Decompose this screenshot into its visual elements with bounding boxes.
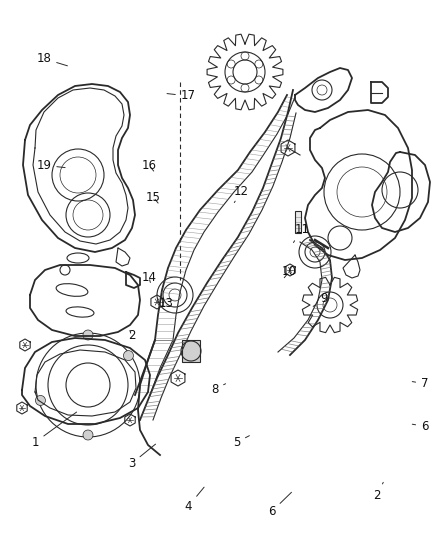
Text: 7: 7 [412, 377, 429, 390]
Text: 4: 4 [184, 487, 204, 513]
Text: 13: 13 [159, 297, 174, 310]
Text: 11: 11 [293, 223, 310, 243]
Text: 6: 6 [268, 492, 291, 518]
Text: 6: 6 [412, 420, 429, 433]
Text: 12: 12 [233, 185, 248, 203]
Bar [182, 340, 200, 362]
Bar [295, 211, 301, 233]
Circle shape [35, 395, 46, 406]
Text: 2: 2 [373, 482, 383, 502]
Circle shape [83, 330, 93, 340]
Text: 1: 1 [31, 412, 77, 449]
Text: 18: 18 [36, 52, 67, 66]
Text: 10: 10 [282, 265, 297, 278]
Circle shape [83, 430, 93, 440]
Text: 2: 2 [127, 329, 135, 342]
Text: 17: 17 [167, 90, 196, 102]
Text: 15: 15 [146, 191, 161, 204]
Text: 8: 8 [211, 383, 226, 395]
Text: 16: 16 [141, 159, 156, 172]
Text: 19: 19 [36, 159, 65, 172]
Text: 5: 5 [233, 435, 249, 449]
Text: 14: 14 [141, 271, 156, 284]
Circle shape [124, 351, 134, 361]
Text: 9: 9 [313, 292, 328, 306]
Text: 3: 3 [128, 444, 155, 470]
